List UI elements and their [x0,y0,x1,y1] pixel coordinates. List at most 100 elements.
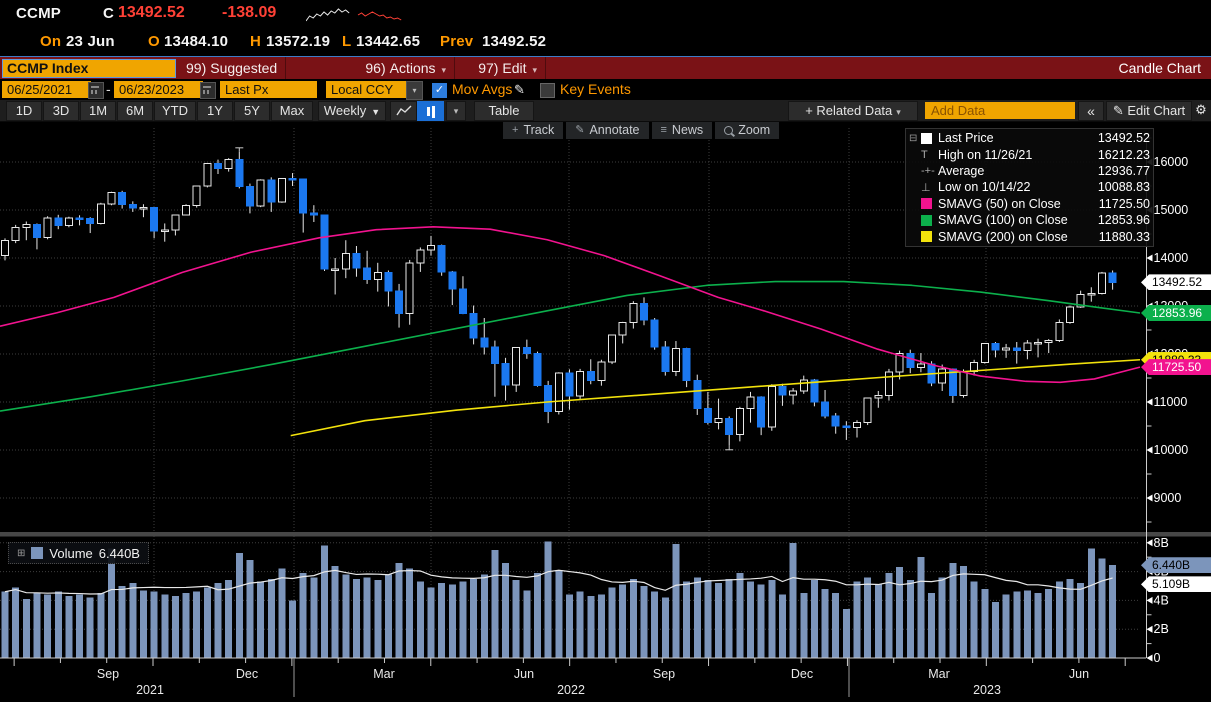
period-button-1d[interactable]: 1D [6,101,42,121]
svg-text:Sep: Sep [97,667,119,681]
legend-marker: -+- [921,164,935,177]
currency-dropdown-button[interactable]: ▾ [406,81,423,100]
legend-row-1[interactable]: T High on 11/26/21 16212.23 [921,147,1150,162]
legend-marker [921,132,938,144]
news-button[interactable]: ≡ News [651,122,713,139]
svg-text:2B: 2B [1154,622,1169,636]
period-button-ytd[interactable]: YTD [154,101,196,121]
price-change: -138.09 [222,4,277,21]
svg-text:Dec: Dec [236,667,258,681]
svg-text:Jun: Jun [514,667,534,681]
period-button-1y[interactable]: 1Y [197,101,233,121]
last-price: 13492.52 [118,4,185,21]
annotate-button[interactable]: ✎ Annotate [566,122,649,139]
volume-swatch [31,547,44,559]
high-value: 13572.19 [266,33,331,50]
svg-text:10000: 10000 [1154,443,1189,457]
price-badge-11725.50: 11725.50 [1141,359,1211,376]
period-button-5y[interactable]: 5Y [234,101,270,121]
menu-item-actions[interactable]: 96) Actions ▾ [357,57,456,79]
prev-value: 13492.52 [482,33,547,50]
chart-type-dropdown-button[interactable]: ▾ [446,101,466,121]
session-date: 23 Jun [66,33,115,50]
mov-avgs-checkbox[interactable]: ✓ [432,83,447,98]
zoom-button[interactable]: Zoom [715,122,780,139]
legend-marker: T [921,148,928,161]
function-menu-bar: CCMP Index 99)Suggested Charts▾ 96)Action… [0,56,1211,98]
key-events-checkbox[interactable] [540,83,555,98]
page-title: Candle Chart [1118,60,1202,76]
chart-controls-row: 06/25/2021 - 06/23/2023 Last Px Local CC… [0,79,1211,100]
edit-chart-button[interactable]: ✎ Edit Chart [1106,101,1192,121]
calendar-icon[interactable] [88,82,104,99]
collapse-panel-button[interactable]: « [1078,101,1104,121]
table-button[interactable]: Table [474,101,534,121]
frequency-select[interactable]: Weekly ▼ [318,101,386,121]
calendar-icon[interactable] [200,82,216,99]
chart-toolbar: 1D 3D 1M 6M YTD 1Y 5Y Max Weekly ▼ ▾ Table + Rel… [0,100,1211,122]
gear-icon[interactable]: ⚙ [1195,102,1207,117]
legend-row-6[interactable]: SMAVG (200) on Close 11880.33 [909,228,1150,244]
candle-chart-canvas[interactable]: 9000100001100012000130001400015000160000… [0,121,1211,702]
news-lines-icon: ≡ [660,124,667,136]
legend-marker [921,198,938,210]
open-label: O [148,33,160,50]
svg-text:2023: 2023 [973,683,1001,697]
prev-label: Prev [440,33,474,50]
menu-item-suggested-charts[interactable]: 99)Suggested Charts▾ [178,57,287,98]
legend-marker [921,214,938,226]
on-label: On [40,33,62,50]
security-input[interactable]: CCMP Index [2,59,176,78]
end-date-input[interactable]: 06/23/2023 [114,81,203,98]
volume-badge-6.440B: 6.440B [1141,557,1211,574]
candle-chart-type-button[interactable] [417,101,444,121]
legend-row-5[interactable]: SMAVG (100) on Close 12853.96 [909,212,1150,228]
period-button-6m[interactable]: 6M [117,101,153,121]
mov-avgs-edit-icon[interactable]: ✎ [514,82,525,97]
svg-text:15000: 15000 [1154,203,1189,217]
legend-row-0[interactable]: ⊟ Last Price 13492.52 [909,131,1150,146]
period-button-3d[interactable]: 3D [43,101,79,121]
date-range-dash: - [106,81,111,97]
price-badge-13492.52: 13492.52 [1141,274,1211,291]
close-label: C [103,5,115,22]
volume-label: Volume [49,545,93,561]
svg-text:2021: 2021 [136,683,164,697]
legend-row-4[interactable]: SMAVG (50) on Close 11725.50 [909,196,1150,212]
svg-text:2022: 2022 [557,683,585,697]
volume-legend[interactable]: ⊞ Volume 6.440B [8,542,149,564]
key-events-label[interactable]: Key Events [560,81,631,97]
svg-text:Dec: Dec [791,667,813,681]
svg-text:9000: 9000 [1154,491,1182,505]
line-chart-type-button[interactable] [390,101,417,121]
high-label: H [250,33,262,50]
expand-icon[interactable]: ⊞ [17,547,26,559]
price-sparkline [306,8,402,22]
currency-select[interactable]: Local CCY [326,81,411,98]
low-value: 13442.65 [356,33,421,50]
add-data-input[interactable]: Add Data [925,102,1075,119]
legend-marker: ⊥ [921,181,931,194]
open-value: 13484.10 [164,33,229,50]
volume-badge-5.109B: 5.109B [1141,576,1211,593]
period-button-max[interactable]: Max [271,101,313,121]
legend-marker [921,231,938,243]
start-date-input[interactable]: 06/25/2021 [2,81,91,98]
related-data-button[interactable]: + Related Data ▾ [788,101,918,121]
period-button-1m[interactable]: 1M [80,101,116,121]
svg-text:Mar: Mar [373,667,395,681]
svg-text:4B: 4B [1154,593,1169,607]
svg-text:Sep: Sep [653,667,675,681]
track-button[interactable]: + Track [503,122,564,139]
mov-avgs-label[interactable]: Mov Avgs [452,81,513,97]
menu-item-edit[interactable]: 97) Edit ▾ [470,57,547,79]
svg-text:16000: 16000 [1154,155,1189,169]
chart-action-buttons: + Track ✎ Annotate ≡ News Zoom [503,122,780,139]
svg-text:8B: 8B [1154,536,1169,550]
legend-row-3[interactable]: ⊥ Low on 10/14/22 10088.83 [921,180,1150,195]
ticker-row: CCMP C 13492.52 -138.09 [0,0,1211,28]
ohlc-row: On 23 Jun O 13484.10 H 13572.19 L 13442.… [0,28,1211,81]
legend-row-2[interactable]: -+- Average 12936.77 [921,163,1150,178]
price-legend-panel: ⊟ Last Price 13492.52 T High on 11/26/21 162… [905,128,1154,247]
price-type-select[interactable]: Last Px [220,81,317,98]
